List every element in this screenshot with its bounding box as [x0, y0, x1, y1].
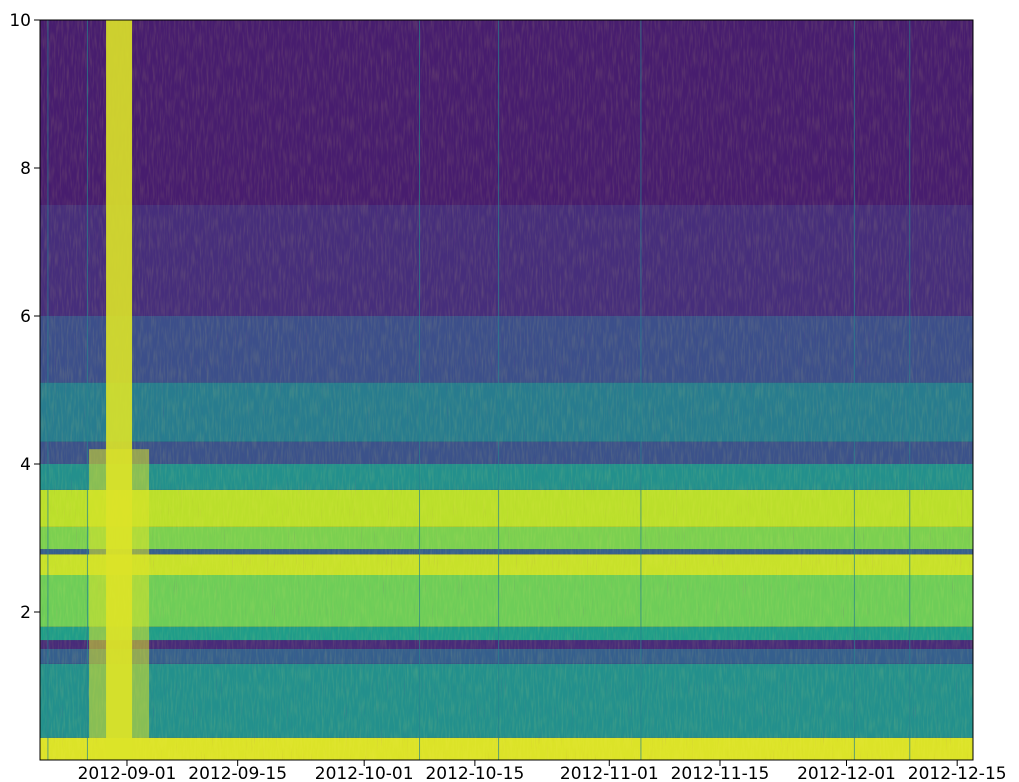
x-tick-label: 2012-10-01 [315, 764, 414, 782]
x-tick-label: 2012-11-01 [560, 764, 659, 782]
x-tick-label: 2012-09-15 [188, 764, 287, 782]
y-tick-label: 10 [9, 11, 31, 31]
y-tick-label: 4 [20, 455, 31, 475]
x-tick-label: 2012-11-15 [671, 764, 770, 782]
y-tick-label: 8 [20, 159, 31, 179]
x-tick-label: 2012-09-01 [78, 764, 177, 782]
plot-frame [39, 19, 974, 761]
x-tick-label: 2012-12-15 [908, 764, 1007, 782]
y-tick-label: 6 [20, 307, 31, 327]
bright-columns [89, 20, 150, 760]
y-axis: 2 4 6 8 10 [9, 11, 40, 623]
x-tick-label: 2012-12-01 [797, 764, 896, 782]
thin-vertical-lines [47, 20, 911, 760]
x-tick-label: 2012-10-15 [425, 764, 524, 782]
bright-column-glow [89, 449, 150, 760]
x-axis: 2012-09-01 2012-09-15 2012-10-01 2012-10-15… [78, 760, 1007, 782]
noise-texture [40, 20, 973, 760]
y-tick-label: 2 [20, 603, 31, 623]
